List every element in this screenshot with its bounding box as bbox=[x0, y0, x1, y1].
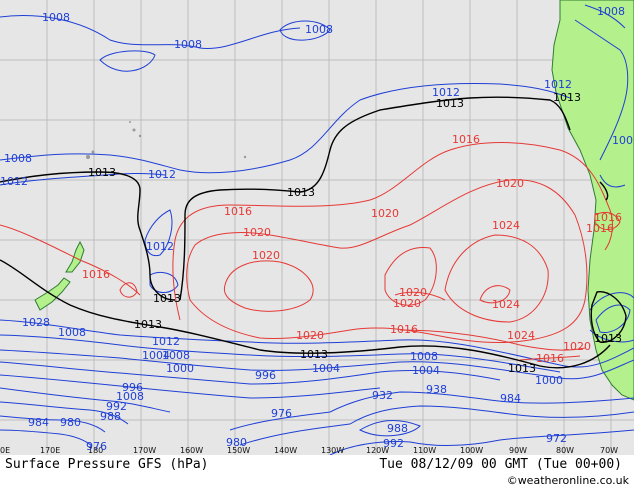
lon-tick: 100W bbox=[460, 446, 483, 455]
isobar-label: 972 bbox=[546, 432, 567, 445]
isobar-label: 984 bbox=[500, 392, 521, 405]
isobar-label: 996 bbox=[255, 369, 276, 382]
isobar-label: 984 bbox=[28, 416, 49, 429]
valid-time: Tue 08/12/09 00 GMT (Tue 00+00) bbox=[379, 457, 622, 472]
isobar-label: 1013 bbox=[300, 348, 328, 361]
isobar-label: 1020 bbox=[296, 329, 324, 342]
map-footer: Surface Pressure GFS (hPa) Tue 08/12/09 … bbox=[0, 455, 634, 490]
isobar-label: 1016 bbox=[390, 323, 418, 336]
isobar-label: 980 bbox=[60, 416, 81, 429]
isobar-label: 1020 bbox=[252, 249, 280, 262]
isobar-label: 992 bbox=[106, 400, 127, 413]
isobar-label: 1020 bbox=[496, 177, 524, 190]
isobar-label: 976 bbox=[271, 407, 292, 420]
lon-tick: 140W bbox=[274, 446, 297, 455]
grid-lines bbox=[0, 0, 634, 455]
map-title: Surface Pressure GFS (hPa) bbox=[5, 457, 209, 472]
isobar-label: 1012 bbox=[146, 240, 174, 253]
lon-tick: 130W bbox=[321, 446, 344, 455]
lon-tick: 90W bbox=[509, 446, 527, 455]
isobar-labels: 1008 1008 1008 1008 1012 1012 1012 1012 … bbox=[0, 11, 633, 453]
isobar-label: 1013 bbox=[287, 186, 315, 199]
isobar-label: 1016 bbox=[82, 268, 110, 281]
isobar-label: 988 bbox=[100, 410, 121, 423]
lon-tick: 170W bbox=[133, 446, 156, 455]
isobar-label: 1012 bbox=[0, 175, 28, 188]
isobar-label: 996 bbox=[122, 381, 143, 394]
isobar-label: 1013 bbox=[594, 332, 622, 345]
isobar-label: 1020 bbox=[393, 297, 421, 310]
isobar-label: 1016 bbox=[536, 352, 564, 365]
lon-tick: 80W bbox=[556, 446, 574, 455]
isobar-label: 1008 bbox=[4, 152, 32, 165]
isobar-label: 1004 bbox=[312, 362, 340, 375]
isobar-label: 1012 bbox=[544, 78, 572, 91]
isobar-label: 1024 bbox=[492, 219, 520, 232]
isobar-label: 100 bbox=[612, 134, 633, 147]
isobar-label: 1016 bbox=[586, 222, 614, 235]
isobar-label: 1012 bbox=[432, 86, 460, 99]
isobar-label: 938 bbox=[426, 383, 447, 396]
isobar-label: 1000 bbox=[535, 374, 563, 387]
isobar-label: 1020 bbox=[243, 226, 271, 239]
lon-tick: 120W bbox=[366, 446, 389, 455]
isobar-label: 1008 bbox=[42, 11, 70, 24]
isobar-label: 988 bbox=[387, 422, 408, 435]
isobar-label: 932 bbox=[372, 389, 393, 402]
lon-tick: 170E bbox=[40, 446, 60, 455]
reference-isobar-1013 bbox=[0, 96, 627, 369]
isobar-label: 976 bbox=[86, 440, 107, 453]
isobar-label: 1016 bbox=[452, 133, 480, 146]
lon-tick: 150W bbox=[227, 446, 250, 455]
south-america-land bbox=[551, 0, 634, 401]
isobar-label: 1016 bbox=[594, 211, 622, 224]
isobar-label: 1008 bbox=[116, 390, 144, 403]
isobar-label: 1013 bbox=[553, 91, 581, 104]
pacific-islands bbox=[86, 121, 247, 159]
isobar-label: 1008 bbox=[410, 350, 438, 363]
lon-tick: 70W bbox=[600, 446, 618, 455]
isobar-label: 1016 bbox=[224, 205, 252, 218]
isobar-label: 1013 bbox=[88, 166, 116, 179]
ocean-background bbox=[0, 0, 634, 455]
isobar-label: 1020 bbox=[399, 286, 427, 299]
isobar-label: 1012 bbox=[148, 168, 176, 181]
isobar-label: 1008 bbox=[305, 23, 333, 36]
longitude-axis: 0E 170E 180 170W 160W 150W 140W 130W 120… bbox=[0, 446, 618, 455]
isobar-label: 1012 bbox=[152, 335, 180, 348]
lon-tick: 180 bbox=[88, 446, 103, 455]
isobar-label: 1028 bbox=[22, 316, 50, 329]
isobar-label: 1013 bbox=[508, 362, 536, 375]
isobar-label: 980 bbox=[226, 436, 247, 449]
isobar-label: 1008 bbox=[162, 349, 190, 362]
isobar-label: 1024 bbox=[492, 298, 520, 311]
low-pressure-isobars bbox=[0, 4, 634, 455]
isobar-label: 992 bbox=[383, 437, 404, 450]
isobar-label: 1008 bbox=[597, 5, 625, 18]
isobar-label: 1008 bbox=[58, 326, 86, 339]
isobar-label: 1013 bbox=[153, 292, 181, 305]
isobar-label: 1013 bbox=[134, 318, 162, 331]
isobar-label: 1004 bbox=[412, 364, 440, 377]
new-zealand-south-island bbox=[34, 277, 71, 311]
lon-tick: 0E bbox=[0, 446, 10, 455]
isobar-label: 1000 bbox=[166, 362, 194, 375]
high-pressure-isobars bbox=[0, 142, 621, 361]
isobar-label: 1020 bbox=[371, 207, 399, 220]
isobar-label: 1024 bbox=[507, 329, 535, 342]
isobar-label: 1020 bbox=[563, 340, 591, 353]
isobar-label: 1013 bbox=[436, 97, 464, 110]
lon-tick: 110W bbox=[413, 446, 436, 455]
isobar-label: 1004 bbox=[142, 349, 170, 362]
credit-link[interactable]: ©weatheronline.co.uk bbox=[506, 474, 629, 487]
lon-tick: 160W bbox=[180, 446, 203, 455]
isobar-label: 1008 bbox=[174, 38, 202, 51]
pressure-chart: 0E 170E 180 170W 160W 150W 140W 130W 120… bbox=[0, 0, 634, 455]
